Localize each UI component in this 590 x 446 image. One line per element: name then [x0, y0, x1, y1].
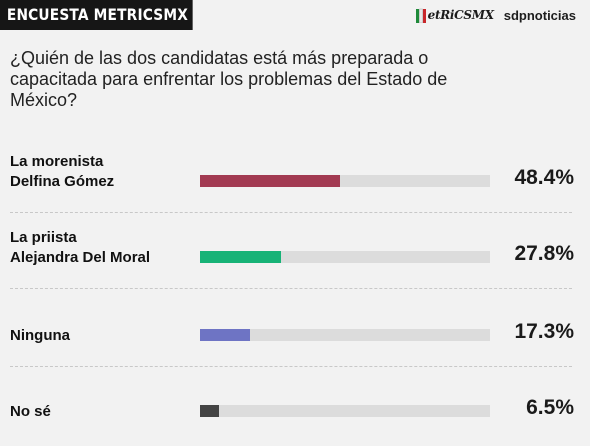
bar-track — [200, 329, 490, 341]
bar-track — [200, 405, 490, 417]
bar-fill — [200, 405, 219, 417]
bar-category-label: No sé — [10, 402, 195, 422]
bar-row: Ninguna 17.3% — [0, 300, 590, 370]
row-divider — [10, 212, 572, 213]
bar-category-label-line: La morenista — [10, 153, 104, 170]
bar-category-label-line: La priista — [10, 229, 77, 246]
bar-category-label-line: Alejandra Del Moral — [10, 249, 151, 266]
brand-logos: etRiCSMX sdpnoticias — [415, 4, 576, 26]
metricsmx-logo: etRiCSMX — [415, 7, 494, 23]
bar-category-label-line: No sé — [10, 403, 51, 420]
bar-track — [200, 175, 490, 187]
flag-bars-icon — [415, 8, 426, 23]
bar-fill — [200, 175, 341, 187]
bar-category-label: La priista Alejandra Del Moral — [10, 228, 195, 268]
bar-row: No sé 6.5% — [0, 376, 590, 446]
bar-value-label: 6.5% — [526, 396, 574, 419]
sdpnoticias-logo: sdpnoticias — [503, 7, 576, 23]
bar-category-label-line: Ninguna — [10, 327, 70, 344]
metricsmx-logo-text: etRiCSMX — [427, 8, 494, 22]
bar-category-label: Ninguna — [10, 326, 195, 346]
bar-row: La priista Alejandra Del Moral 27.8% — [0, 222, 590, 292]
row-divider — [10, 288, 572, 289]
bar-value-label: 48.4% — [514, 166, 574, 189]
bar-fill — [200, 251, 281, 263]
question-text: ¿Quién de las dos candidatas está más pr… — [10, 48, 448, 110]
bar-category-label-line: Delfina Gómez — [10, 173, 115, 190]
row-divider — [10, 366, 572, 367]
survey-badge: ENCUESTA METRICSMX — [0, 0, 193, 30]
bar-value-label: 17.3% — [514, 320, 574, 343]
bar-track — [200, 251, 490, 263]
bar-value-label: 27.8% — [514, 242, 574, 265]
bar-row: La morenista Delfina Gómez 48.4% — [0, 146, 590, 216]
bar-fill — [200, 329, 251, 341]
bar-category-label: La morenista Delfina Gómez — [10, 152, 195, 192]
